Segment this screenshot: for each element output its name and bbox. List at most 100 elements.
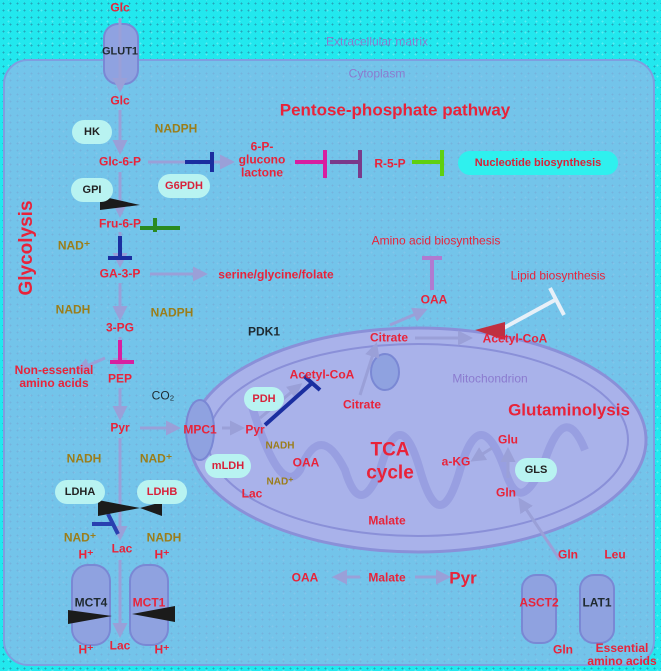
asct2-shape [521,574,557,644]
serine-glycine-folate-label: serine/glycine/folate [218,267,334,282]
lac-bottom-label: Lac [109,638,131,653]
proton-right-bottom: H⁺ [154,642,170,657]
nad-mito-label: NAD⁺ [266,476,294,488]
arrow-pep-neaa [75,356,106,372]
lat1-shape [579,574,615,644]
inhibit-nucleotide [412,150,444,176]
tca-label-1: TCA [370,439,410,461]
arrow-glu-akg [470,446,493,462]
oaa-bottom-label: OAA [291,570,319,585]
gpi-enzyme: GPI [71,178,113,202]
leu-label: Leu [604,547,626,562]
ga3p-label: GA-3-P [99,266,141,281]
glutaminolysis-label: Glutaminolysis [508,400,630,420]
inhibit-amino-acid [422,256,442,290]
nad-plus-label-2: NAD⁺ [139,451,173,466]
glc-extracellular: Glc [110,0,130,15]
arrow-gln-in [518,497,562,561]
wedge-acetyl [475,322,505,340]
oaa-cyto-label: OAA [420,292,448,307]
akg-label: a-KG [441,454,471,469]
f6p-label: Fru-6-P [99,216,141,231]
nadh-label-1: NADH [55,302,91,317]
nadh-label-3: NADH [146,530,182,545]
glu-label: Glu [498,432,518,447]
acetyl-coa-cyto-label: Acetyl-CoA [482,331,548,346]
inhibit-pgam [110,340,134,364]
ldha-enzyme: LDHA [55,480,105,504]
wedge-mct1 [132,606,175,622]
lipid-biosynthesis-label: Lipid biosynthesis [510,268,606,283]
inhibit-ldha [92,513,120,535]
ppp-label: Pentose-phosphate pathway [279,100,511,120]
mct1-label: MCT1 [132,595,166,610]
pdk1-label: PDK1 [247,324,281,339]
hk-enzyme: HK [72,120,112,144]
glut1-label: GLUT1 [101,45,139,58]
mpc1-shape [185,399,215,461]
nadph-label-1: NADPH [154,121,198,136]
lac-mito-label: Lac [241,486,263,501]
mct4-label: MCT4 [74,595,108,610]
mitochondrion-shape [188,326,648,554]
essential-aa-label: Essential amino acids [587,641,657,668]
pdh-enzyme: PDH [244,387,284,411]
mitochondrion-label: Mitochondrion [452,371,528,386]
pyr-bottom-label: Pyr [449,568,477,588]
nucleotide-biosynthesis-label: Nucleotide biosynthesis [458,151,618,175]
citrate-mito-label: Citrate [342,397,382,412]
nadph-label-2: NADPH [150,305,194,320]
mct1-shape [129,564,169,646]
nadh-mito-label: NADH [265,440,295,452]
inhibit-g6pdh [185,152,214,172]
mpc1-label: MPC1 [183,422,217,437]
proton-left-top: H⁺ [78,547,94,562]
nadh-label-2: NADH [66,451,102,466]
inhibit-pfk [108,236,132,260]
glycolysis-label: Glycolysis [16,200,37,296]
r5p-label: R-5-P [374,156,406,171]
lac-label: Lac [111,541,133,556]
oaa-mito-label: OAA [292,455,320,470]
wedge-ldha [98,500,140,516]
gls-enzyme: GLS [515,458,557,482]
malate-bottom-label: Malate [368,570,406,585]
gln-mito-label: Gln [496,485,516,500]
mldh-enzyme: mLDH [205,454,251,478]
citrate-cyto-label: Citrate [369,330,409,345]
inhibit-ppp-magenta [295,150,327,178]
inhibit-f6p [140,218,180,232]
wedge-mct4 [68,610,112,624]
inhibit-pdh [263,374,322,427]
pyr-label: Pyr [110,420,130,435]
gln-top-label: Gln [558,547,578,562]
lat1-label: LAT1 [582,595,612,610]
proton-right-top: H⁺ [154,547,170,562]
pep-label: PEP [107,371,133,386]
ldhb-enzyme: LDHB [137,480,187,504]
arrow-citrate-oaa [389,307,428,327]
gluconolactone-label: 6-P-glucono lactone [238,139,286,180]
wedge-gpi [100,196,140,210]
wedge-ldhb [140,502,162,516]
nad-plus-label-1: NAD⁺ [57,238,91,253]
co2-label: CO₂ [151,388,175,403]
g6pdh-enzyme: G6PDH [158,174,210,198]
cytoplasm-label: Cytoplasm [348,66,406,81]
pyr-mito-label: Pyr [245,422,265,437]
non-essential-aa-label: Non-essential amino acids [14,363,94,390]
inhibit-ppp-dark [330,150,362,178]
inhibit-lipid [499,287,566,332]
nad-plus-label-3: NAD⁺ [63,530,97,545]
tca-label-2: cycle [366,462,414,484]
acetyl-coa-mito-label: Acetyl-CoA [289,367,355,382]
glc-intracellular: Glc [110,93,130,108]
amino-acid-biosynthesis-label: Amino acid biosynthesis [371,233,501,248]
3pg-label: 3-PG [105,320,135,335]
asct2-label: ASCT2 [519,595,559,610]
mct4-shape [71,564,111,646]
malate-mito-label: Malate [368,513,406,528]
citrate-carrier-shape [370,353,400,391]
